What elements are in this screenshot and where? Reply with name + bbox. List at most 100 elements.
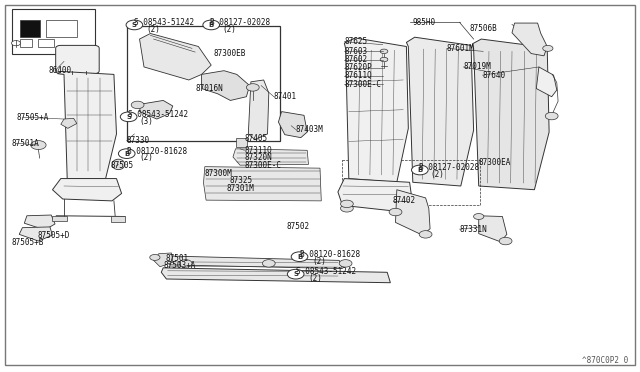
Text: ^870C0P2 0: ^870C0P2 0 <box>582 356 628 365</box>
Text: S: S <box>132 22 137 28</box>
Circle shape <box>474 214 484 219</box>
Bar <box>111 216 125 222</box>
Circle shape <box>340 205 353 212</box>
Polygon shape <box>161 268 390 283</box>
Text: (2): (2) <box>430 170 444 179</box>
Polygon shape <box>278 112 307 138</box>
Text: 87505+B: 87505+B <box>12 238 44 247</box>
Text: 87301M: 87301M <box>227 184 254 193</box>
Polygon shape <box>140 33 211 80</box>
Text: B 08120-81628: B 08120-81628 <box>127 147 187 155</box>
Polygon shape <box>248 80 269 140</box>
Text: B: B <box>124 151 129 157</box>
Circle shape <box>150 254 160 260</box>
Text: 87300E-C: 87300E-C <box>344 80 381 89</box>
Text: 87603: 87603 <box>344 47 367 56</box>
Text: 87311Q: 87311Q <box>244 146 272 155</box>
Polygon shape <box>204 167 321 201</box>
Circle shape <box>499 237 512 245</box>
Text: 87503+A: 87503+A <box>163 262 196 270</box>
Polygon shape <box>202 71 250 100</box>
Polygon shape <box>512 23 547 56</box>
Text: 87602: 87602 <box>344 55 367 64</box>
Text: S 08543-51242: S 08543-51242 <box>128 110 188 119</box>
Text: S 08543-51242: S 08543-51242 <box>296 267 356 276</box>
Text: (2): (2) <box>308 274 323 283</box>
Text: 87300E-C: 87300E-C <box>244 161 282 170</box>
Circle shape <box>291 252 308 262</box>
Text: B 08127-02028: B 08127-02028 <box>210 18 270 27</box>
Circle shape <box>380 49 388 54</box>
Polygon shape <box>140 100 173 119</box>
Circle shape <box>262 260 275 267</box>
Text: (3): (3) <box>140 117 154 126</box>
Polygon shape <box>396 190 430 235</box>
Text: S: S <box>126 114 131 120</box>
Polygon shape <box>52 179 122 201</box>
Text: B: B <box>417 167 422 173</box>
Circle shape <box>118 149 135 158</box>
Circle shape <box>179 260 192 267</box>
Text: 87611Q: 87611Q <box>344 71 372 80</box>
Text: 87405: 87405 <box>244 134 268 143</box>
Text: 87502: 87502 <box>287 222 310 231</box>
Text: 87640: 87640 <box>483 71 506 80</box>
Circle shape <box>545 112 558 120</box>
Circle shape <box>12 41 20 46</box>
Text: 87330: 87330 <box>127 136 150 145</box>
Circle shape <box>340 200 353 208</box>
Circle shape <box>419 231 432 238</box>
Circle shape <box>287 269 304 279</box>
Text: 87620P: 87620P <box>344 63 372 72</box>
Text: 985H0: 985H0 <box>412 18 435 27</box>
Text: B: B <box>209 22 214 28</box>
Text: 87402: 87402 <box>393 196 416 205</box>
Polygon shape <box>536 67 557 97</box>
Circle shape <box>131 101 144 109</box>
Polygon shape <box>233 149 308 165</box>
Text: (2): (2) <box>312 257 326 266</box>
Text: (2): (2) <box>140 153 154 162</box>
Text: 87300EB: 87300EB <box>213 49 246 58</box>
Text: 87320N: 87320N <box>244 153 272 162</box>
Text: 87501A: 87501A <box>12 139 39 148</box>
Polygon shape <box>19 227 52 241</box>
Polygon shape <box>58 71 116 179</box>
Bar <box>20 39 32 47</box>
Circle shape <box>126 20 143 30</box>
Bar <box>38 39 54 47</box>
Text: (2): (2) <box>146 25 160 33</box>
Text: 87019M: 87019M <box>463 62 491 71</box>
Circle shape <box>543 45 553 51</box>
Text: 87300EA: 87300EA <box>479 158 511 167</box>
Circle shape <box>246 84 259 91</box>
Text: B: B <box>297 254 302 260</box>
Polygon shape <box>61 118 77 128</box>
Circle shape <box>389 208 402 216</box>
Bar <box>12 9 95 54</box>
Circle shape <box>339 260 352 267</box>
Bar <box>236 138 247 147</box>
Text: 87016N: 87016N <box>195 84 223 93</box>
Bar <box>20 20 40 37</box>
Circle shape <box>120 112 137 122</box>
Bar <box>52 216 67 221</box>
Polygon shape <box>154 253 173 267</box>
Polygon shape <box>338 179 413 211</box>
Text: 87501: 87501 <box>165 254 188 263</box>
Polygon shape <box>344 38 408 182</box>
Circle shape <box>412 165 428 175</box>
Text: B 08120-81628: B 08120-81628 <box>300 250 360 259</box>
Text: 87505+D: 87505+D <box>37 231 70 240</box>
Text: 87331N: 87331N <box>460 225 487 234</box>
Polygon shape <box>472 39 549 190</box>
Polygon shape <box>24 215 55 230</box>
Text: 87625: 87625 <box>344 37 367 46</box>
Text: S 08543-51242: S 08543-51242 <box>134 18 195 27</box>
Bar <box>127 26 280 141</box>
Circle shape <box>203 20 220 30</box>
Text: 87506B: 87506B <box>470 24 497 33</box>
Text: 87601M: 87601M <box>447 44 474 53</box>
Text: 87300M: 87300M <box>205 169 232 178</box>
Polygon shape <box>406 37 474 186</box>
